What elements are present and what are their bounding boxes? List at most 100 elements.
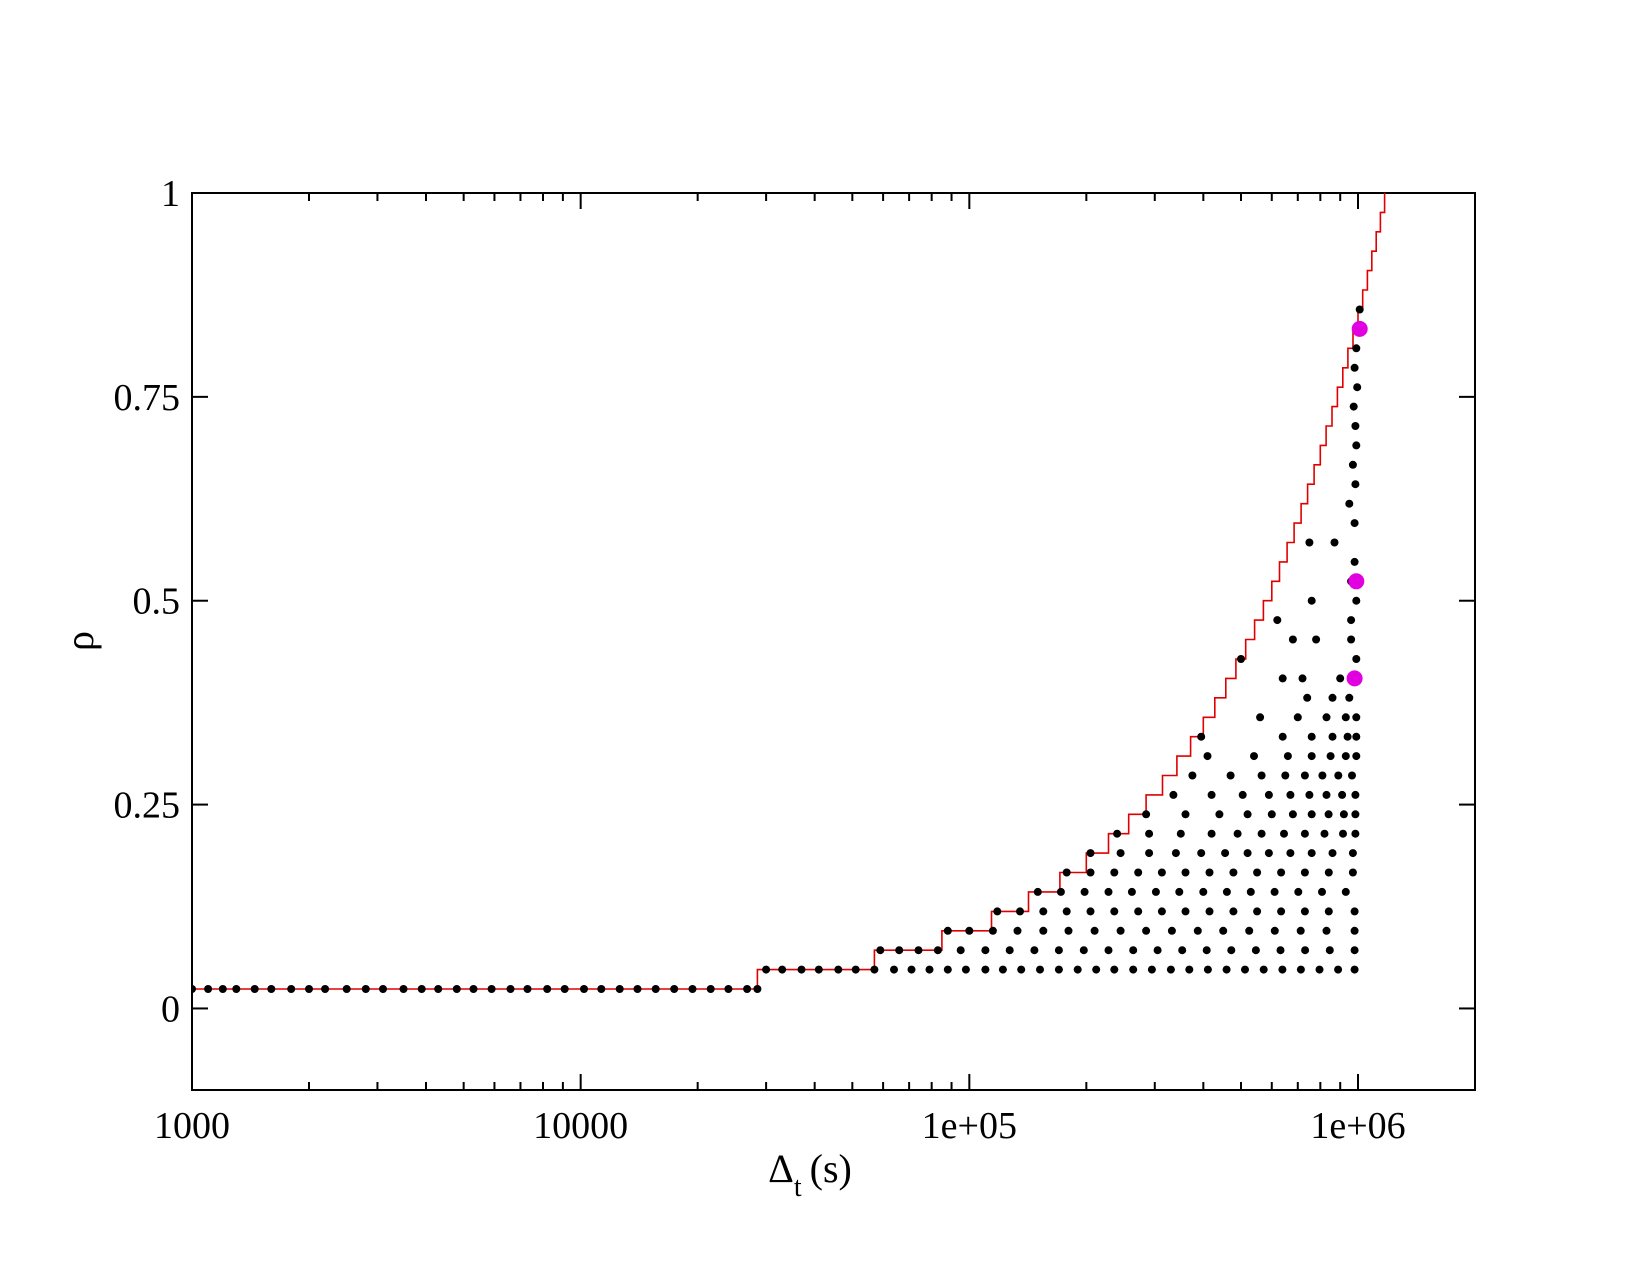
highlight-point [1351, 320, 1368, 337]
data-point [1326, 752, 1335, 761]
data-point [890, 965, 898, 974]
data-point [1185, 965, 1194, 974]
data-point [851, 965, 860, 974]
data-point [1116, 849, 1125, 858]
data-point [1233, 829, 1242, 838]
x-tick-label: 1e+06 [1310, 1105, 1405, 1147]
data-point [1110, 868, 1119, 877]
data-point [1286, 790, 1295, 799]
y-tick-label: 0.75 [114, 377, 181, 419]
data-point [1199, 887, 1208, 896]
data-point [762, 965, 771, 974]
data-point [1237, 655, 1245, 663]
axis-ticks [191, 192, 1476, 1090]
data-point [1341, 887, 1350, 896]
data-point [1257, 771, 1266, 780]
data-point [1250, 752, 1258, 761]
data-point [1205, 868, 1214, 877]
data-point [1090, 926, 1099, 935]
data-point [1181, 810, 1190, 819]
y-tick-label: 0 [161, 988, 180, 1030]
data-point [1303, 693, 1312, 702]
data-point [1298, 674, 1307, 683]
x-tick-label: 1000 [154, 1105, 230, 1147]
data-point [1033, 887, 1042, 896]
data-point [1307, 849, 1316, 858]
data-point [1322, 713, 1331, 722]
data-point [1013, 926, 1022, 935]
data-point [1167, 926, 1176, 935]
data-point [1351, 480, 1360, 489]
data-point [1054, 965, 1063, 974]
data-point [1039, 926, 1048, 935]
data-point [1253, 868, 1262, 877]
data-point [1181, 907, 1190, 916]
data-point [1145, 829, 1154, 838]
data-point [1086, 868, 1095, 877]
data-point [1350, 519, 1359, 528]
data-point [778, 965, 787, 974]
data-point [1339, 810, 1348, 819]
data-point [1351, 810, 1360, 819]
data-point [1328, 732, 1337, 741]
x-axis-label-subscript: t [794, 1172, 802, 1203]
data-point [1178, 946, 1187, 955]
data-point [1278, 674, 1287, 683]
data-point [523, 985, 532, 993]
x-axis-label-symbol: Δ [768, 1146, 794, 1191]
data-point [1348, 849, 1357, 858]
data-point [895, 946, 904, 955]
data-point [1129, 965, 1138, 974]
data-point [688, 985, 697, 993]
boundary-layer [192, 193, 1386, 990]
data-point [1334, 965, 1343, 974]
data-point [597, 985, 606, 993]
data-point [1246, 887, 1255, 896]
x-tick-label: 1e+05 [922, 1105, 1017, 1147]
data-point [342, 985, 351, 993]
y-axis-label: ρ [57, 631, 102, 651]
data-point [1245, 926, 1254, 935]
data-point [1339, 829, 1347, 838]
data-point [1222, 965, 1231, 974]
data-point [943, 965, 952, 974]
data-point [1142, 926, 1151, 935]
data-point [1278, 732, 1287, 741]
data-point [1320, 829, 1329, 838]
highlight-point [1348, 573, 1365, 590]
data-point [1278, 965, 1287, 974]
data-point [250, 985, 259, 993]
boundary-line [192, 193, 1386, 990]
data-point [1351, 829, 1360, 838]
data-point [1352, 732, 1361, 741]
data-point [1193, 926, 1202, 935]
data-point [1288, 635, 1297, 644]
data-point [1352, 441, 1361, 450]
data-point [1229, 868, 1238, 877]
data-point [487, 985, 496, 993]
data-point [1296, 965, 1305, 974]
data-point [1350, 965, 1359, 974]
data-point [1257, 829, 1266, 838]
x-axis-label: Δt (s) [768, 1146, 852, 1203]
data-point [1328, 693, 1337, 702]
data-point [1151, 887, 1160, 896]
data-point [1062, 907, 1071, 916]
data-point [267, 985, 276, 993]
data-point [965, 926, 974, 935]
data-point [1352, 655, 1361, 663]
data-point [1110, 965, 1119, 974]
data-point [1300, 771, 1309, 780]
x-tick-label: 10000 [533, 1105, 628, 1147]
data-point [192, 985, 196, 993]
data-point [925, 965, 934, 974]
data-point [1281, 771, 1290, 780]
data-point [1157, 907, 1166, 916]
data-point [1296, 926, 1305, 935]
data-point [834, 965, 843, 974]
data-point [961, 965, 970, 974]
data-point [1350, 363, 1359, 372]
data-point [1207, 790, 1216, 799]
data-point [1350, 907, 1359, 916]
data-point [1293, 713, 1302, 722]
